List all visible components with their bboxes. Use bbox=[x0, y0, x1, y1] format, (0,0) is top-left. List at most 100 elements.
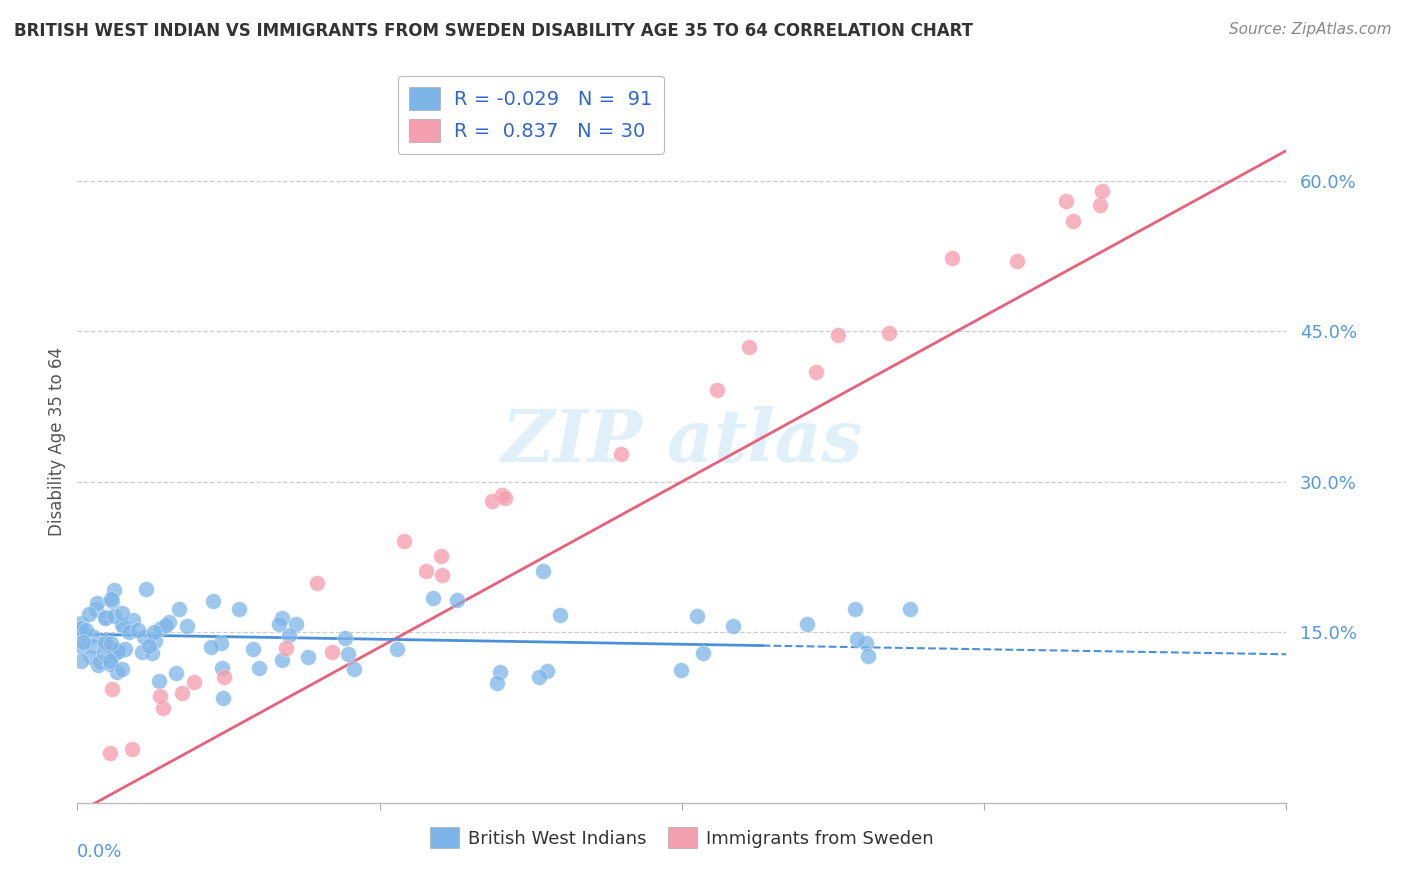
Point bbox=[114, 642, 136, 657]
Point bbox=[87, 658, 110, 673]
Point bbox=[100, 636, 122, 650]
Point bbox=[271, 653, 294, 667]
Point bbox=[107, 644, 129, 658]
Point bbox=[105, 665, 128, 679]
Point bbox=[856, 648, 879, 663]
Point bbox=[721, 619, 744, 633]
Point bbox=[337, 648, 360, 662]
Point bbox=[100, 592, 122, 607]
Point bbox=[527, 670, 550, 684]
Point bbox=[531, 565, 554, 579]
Point bbox=[101, 594, 124, 608]
Point bbox=[84, 602, 107, 616]
Point bbox=[321, 645, 343, 659]
Point bbox=[1005, 254, 1028, 268]
Point bbox=[108, 643, 131, 657]
Point bbox=[877, 326, 900, 341]
Point bbox=[103, 582, 125, 597]
Point bbox=[446, 593, 468, 607]
Point bbox=[183, 675, 205, 690]
Point bbox=[277, 628, 299, 642]
Point bbox=[100, 746, 122, 760]
Point bbox=[103, 608, 125, 623]
Point bbox=[103, 647, 125, 661]
Point bbox=[285, 617, 308, 632]
Point bbox=[692, 646, 714, 660]
Point bbox=[157, 615, 180, 629]
Point bbox=[152, 700, 174, 714]
Point bbox=[155, 618, 177, 632]
Point bbox=[96, 610, 118, 624]
Point bbox=[247, 661, 270, 675]
Point bbox=[176, 618, 198, 632]
Point bbox=[70, 615, 93, 630]
Point bbox=[202, 594, 225, 608]
Point bbox=[297, 649, 319, 664]
Point bbox=[79, 607, 101, 621]
Point bbox=[610, 447, 633, 461]
Point bbox=[706, 384, 728, 398]
Point bbox=[491, 488, 513, 502]
Point bbox=[72, 635, 94, 649]
Point bbox=[104, 643, 127, 657]
Point bbox=[94, 637, 117, 651]
Point bbox=[135, 582, 157, 597]
Point bbox=[80, 649, 103, 664]
Point bbox=[1062, 214, 1084, 228]
Point bbox=[148, 673, 170, 688]
Point bbox=[305, 575, 328, 590]
Point bbox=[242, 642, 264, 657]
Point bbox=[111, 618, 134, 632]
Point bbox=[686, 609, 709, 624]
Point bbox=[392, 534, 415, 549]
Point bbox=[111, 662, 134, 676]
Point bbox=[169, 602, 191, 616]
Point bbox=[131, 645, 153, 659]
Text: ZIP atlas: ZIP atlas bbox=[502, 406, 862, 477]
Point bbox=[385, 641, 408, 656]
Point bbox=[212, 670, 235, 684]
Point bbox=[845, 632, 868, 646]
Point bbox=[70, 621, 93, 635]
Point bbox=[108, 644, 131, 658]
Point bbox=[333, 632, 356, 646]
Point bbox=[89, 655, 111, 669]
Point bbox=[98, 657, 121, 671]
Point bbox=[209, 636, 232, 650]
Point bbox=[430, 567, 453, 582]
Point bbox=[271, 610, 294, 624]
Point bbox=[422, 591, 444, 606]
Point bbox=[486, 675, 509, 690]
Point bbox=[804, 365, 827, 379]
Point bbox=[134, 630, 156, 644]
Point bbox=[70, 654, 93, 668]
Point bbox=[898, 602, 921, 616]
Point bbox=[827, 327, 849, 342]
Point bbox=[738, 340, 761, 354]
Point bbox=[82, 639, 104, 653]
Point bbox=[489, 665, 512, 679]
Point bbox=[941, 251, 963, 265]
Point bbox=[536, 665, 558, 679]
Point bbox=[796, 616, 818, 631]
Point bbox=[101, 682, 124, 697]
Point bbox=[274, 640, 297, 655]
Point bbox=[855, 636, 877, 650]
Point bbox=[127, 623, 149, 637]
Point bbox=[343, 662, 366, 676]
Point bbox=[121, 613, 143, 627]
Point bbox=[150, 621, 173, 635]
Point bbox=[118, 624, 141, 639]
Point bbox=[267, 616, 290, 631]
Point bbox=[550, 608, 572, 623]
Point bbox=[111, 606, 134, 620]
Point bbox=[98, 654, 121, 668]
Point bbox=[143, 624, 166, 639]
Text: 0.0%: 0.0% bbox=[77, 843, 122, 861]
Point bbox=[112, 619, 135, 633]
Point bbox=[75, 624, 97, 638]
Point bbox=[138, 639, 160, 653]
Point bbox=[211, 691, 233, 706]
Text: BRITISH WEST INDIAN VS IMMIGRANTS FROM SWEDEN DISABILITY AGE 35 TO 64 CORRELATIO: BRITISH WEST INDIAN VS IMMIGRANTS FROM S… bbox=[14, 22, 973, 40]
Point bbox=[143, 633, 166, 648]
